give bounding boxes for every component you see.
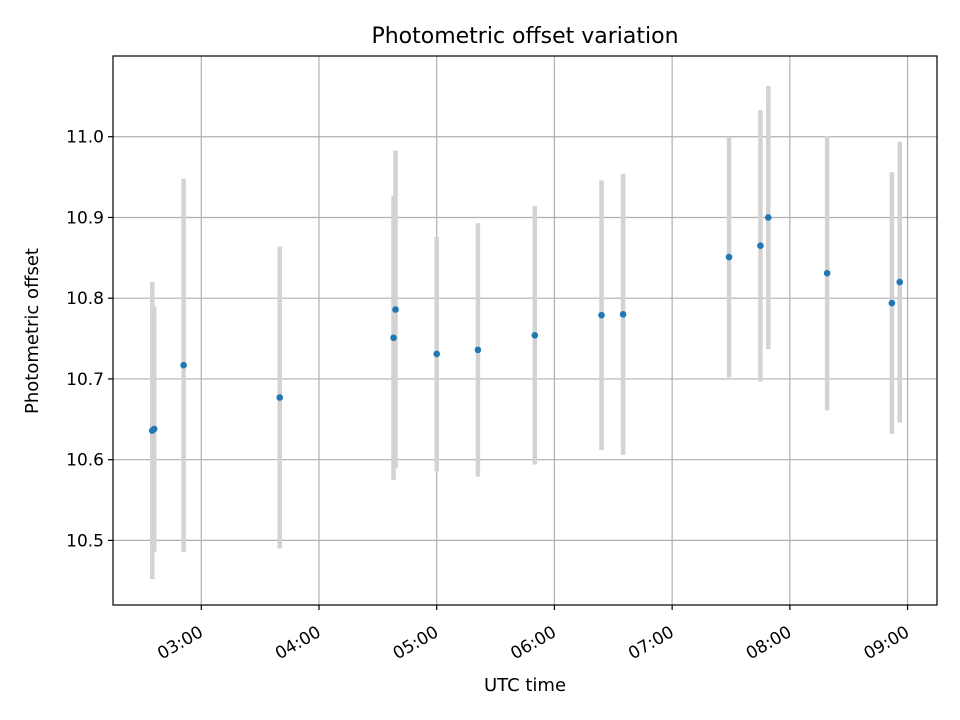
grid xyxy=(113,56,937,605)
data-point xyxy=(392,306,399,313)
y-tick-label: 10.8 xyxy=(66,289,104,309)
data-point xyxy=(764,214,772,221)
plot-frame xyxy=(112,55,938,606)
x-axis-label: UTC time xyxy=(484,675,566,696)
data-point xyxy=(598,311,605,319)
data-points xyxy=(148,214,904,434)
data-point xyxy=(474,346,482,354)
y-axis: 10.5 10.6 10.7 10.8 10.9 11.0 xyxy=(66,128,113,551)
data-point xyxy=(150,425,158,433)
data-point xyxy=(619,311,627,318)
data-point xyxy=(888,299,896,307)
data-point xyxy=(725,253,733,261)
y-tick-label: 11.0 xyxy=(66,128,104,148)
chart-title: Photometric offset variation xyxy=(371,24,678,49)
data-point xyxy=(757,242,764,250)
data-point xyxy=(180,361,187,369)
y-axis-label: Photometric offset xyxy=(22,248,43,414)
y-tick-label: 10.6 xyxy=(66,451,104,471)
data-point xyxy=(823,269,831,277)
data-point xyxy=(433,350,441,358)
data-point xyxy=(390,334,397,342)
y-tick-label: 10.9 xyxy=(66,208,104,228)
data-point xyxy=(276,394,284,401)
data-point xyxy=(531,332,539,339)
y-tick-label: 10.7 xyxy=(66,370,104,390)
y-tick-label: 10.5 xyxy=(66,531,104,551)
data-point xyxy=(896,278,904,286)
